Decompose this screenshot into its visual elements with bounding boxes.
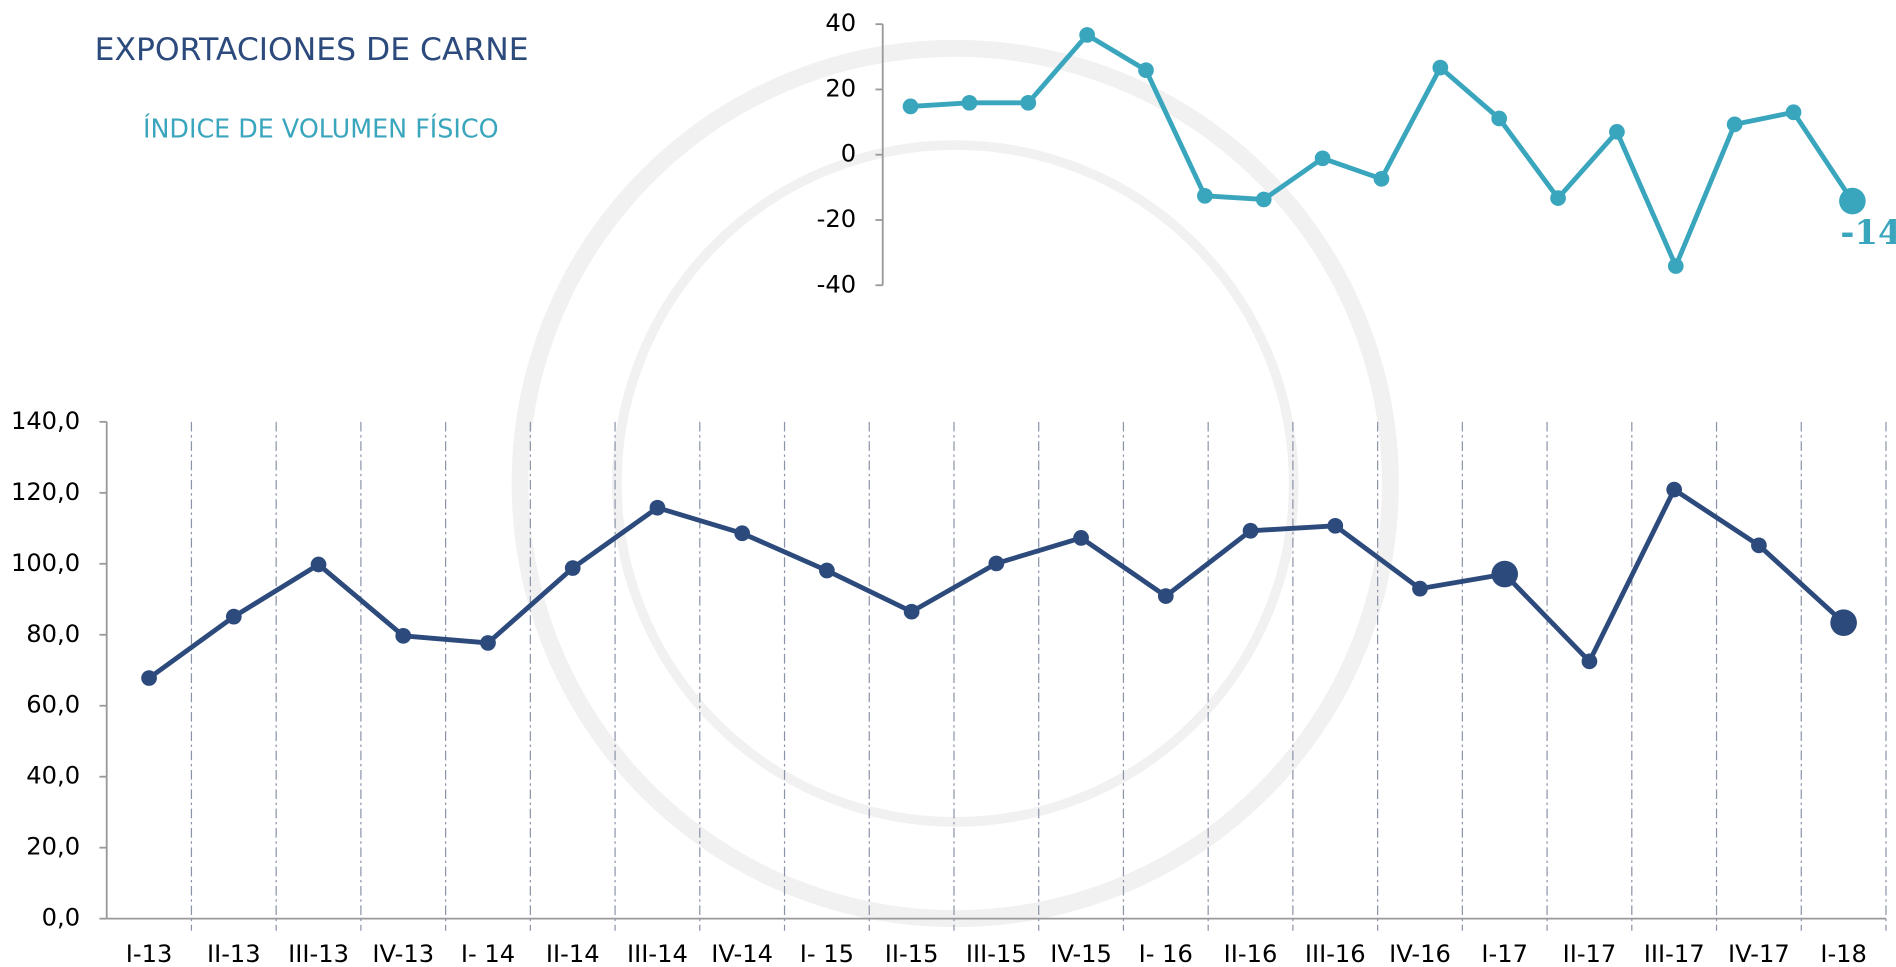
x-tick-label: III-16 [1305, 940, 1366, 967]
point [1412, 581, 1428, 597]
x-tick-label: III-15 [966, 940, 1027, 967]
point [819, 563, 835, 579]
point [1666, 482, 1682, 498]
chart-title: EXPORTACIONES DE CARNE [95, 32, 529, 68]
x-tick-label: IV-13 [372, 940, 434, 967]
point [1830, 609, 1857, 636]
point [395, 628, 411, 644]
point [1197, 188, 1213, 204]
point [141, 670, 157, 686]
y-tick-label: 40 [825, 9, 856, 37]
x-tick-label: II-14 [546, 940, 600, 967]
y-tick-label: 100,0 [11, 549, 80, 577]
point [1751, 537, 1767, 553]
point [226, 609, 242, 625]
x-tick-label: I-18 [1820, 940, 1867, 967]
y-tick-label: 20 [825, 74, 856, 102]
point [988, 556, 1004, 572]
point [1491, 561, 1518, 588]
chart-subtitle: ÍNDICE DE VOLUMEN FÍSICO [143, 114, 499, 144]
x-tick-label: I-17 [1481, 940, 1528, 967]
point [1432, 60, 1448, 76]
x-tick-label: I-13 [126, 940, 173, 967]
point [1138, 62, 1154, 78]
point [1158, 588, 1174, 604]
y-tick-label: -40 [817, 270, 856, 298]
x-tick-label: IV-17 [1728, 940, 1790, 967]
y-tick-label: 0,0 [42, 904, 80, 932]
point [1243, 523, 1259, 539]
series-line [149, 490, 1844, 678]
point [1374, 171, 1390, 187]
point [1786, 104, 1802, 120]
point [1582, 654, 1598, 670]
point [650, 500, 666, 516]
y-tick-label: 120,0 [11, 478, 80, 506]
point [1327, 518, 1343, 534]
point [1020, 95, 1036, 111]
point [1315, 150, 1331, 166]
x-tick-label: II-17 [1563, 940, 1617, 967]
chart: EXPORTACIONES DE CARNE ÍNDICE DE VOLUMEN… [0, 0, 1896, 967]
y-tick-label: 0 [841, 140, 856, 168]
point [962, 95, 978, 111]
x-tick-label: III-17 [1644, 940, 1705, 967]
point [1668, 258, 1684, 274]
point [1550, 190, 1566, 206]
point [480, 635, 496, 651]
watermark [520, 48, 1390, 918]
y-tick-label: 40,0 [26, 762, 80, 790]
x-tick-label: II-13 [207, 940, 261, 967]
x-tick-label: IV-15 [1050, 940, 1112, 967]
x-tick-label: IV-14 [711, 940, 773, 967]
point [311, 557, 327, 573]
y-tick-label: -20 [817, 205, 856, 233]
x-tick-label: II-15 [885, 940, 939, 967]
point [904, 604, 920, 620]
y-tick-label: 140,0 [11, 407, 80, 435]
x-tick-label: III-13 [288, 940, 349, 967]
x-tick-label: I- 16 [1139, 940, 1193, 967]
x-tick-label: III-14 [627, 940, 688, 967]
point [734, 525, 750, 541]
series-line [911, 35, 1853, 266]
y-tick-label: 80,0 [26, 620, 80, 648]
value-label: -14,2 [1840, 212, 1896, 252]
point [1491, 111, 1507, 127]
y-tick-label: 20,0 [26, 833, 80, 861]
point [1079, 27, 1095, 43]
point [1727, 117, 1743, 133]
x-tick-label: I- 15 [800, 940, 854, 967]
x-tick-label: IV-16 [1389, 940, 1451, 967]
point [1073, 530, 1089, 546]
point [1839, 188, 1866, 215]
point [1256, 192, 1272, 208]
point [903, 99, 919, 115]
point [1609, 124, 1625, 140]
x-tick-label: I- 14 [461, 940, 515, 967]
point [565, 560, 581, 576]
x-tick-label: II-16 [1224, 940, 1278, 967]
page: {"chart_data": [ {"type": "line", "title… [0, 0, 1896, 967]
y-tick-label: 60,0 [26, 691, 80, 719]
